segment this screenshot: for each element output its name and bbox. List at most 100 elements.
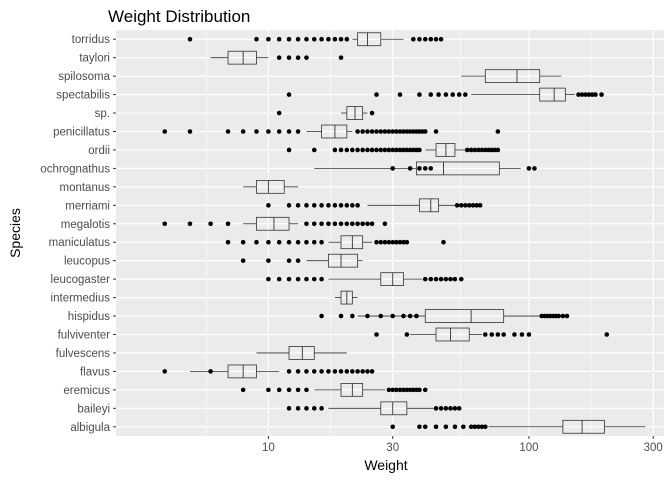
outlier-point	[295, 369, 301, 374]
outlier-point	[276, 239, 282, 245]
outlier-point	[443, 406, 449, 411]
y-tick-label: eremicus	[63, 385, 110, 397]
outlier-point	[526, 166, 532, 171]
x-axis: 10 30 100 300	[262, 436, 663, 454]
outlier-point	[360, 129, 365, 134]
outlier-point	[486, 147, 491, 153]
outlier-point	[382, 129, 388, 134]
outlier-point	[579, 92, 585, 97]
outlier-point	[390, 147, 396, 153]
y-tick-label: leucopus	[64, 256, 110, 268]
outlier-point	[501, 332, 506, 337]
box-flavus	[227, 364, 257, 379]
outlier-point	[452, 406, 458, 411]
outlier-point	[417, 387, 422, 393]
outlier-point	[266, 36, 271, 42]
outlier-point	[365, 313, 370, 319]
outlier-point	[438, 406, 444, 411]
outlier-point	[382, 147, 388, 153]
outlier-point	[438, 36, 444, 42]
outlier-point	[394, 387, 399, 393]
outlier-point	[344, 36, 350, 42]
outlier-point	[407, 166, 413, 171]
box-spectabilis	[539, 87, 566, 102]
outlier-point	[326, 221, 331, 227]
outlier-point	[338, 203, 344, 208]
outlier-point	[266, 276, 271, 282]
outlier-point	[286, 258, 292, 263]
outlier-point	[319, 313, 324, 319]
outlier-point	[304, 36, 309, 42]
outlier-point	[404, 239, 410, 245]
y-tick-label: fulvescens	[56, 348, 111, 360]
outlier-point	[397, 239, 403, 245]
outlier-point	[311, 369, 317, 374]
outlier-point	[254, 239, 259, 245]
outlier-point	[374, 129, 379, 134]
outlier-point	[355, 203, 360, 208]
outlier-point	[319, 406, 324, 411]
x-tick-label: 10	[262, 442, 275, 454]
outlier-point	[369, 221, 375, 227]
outlier-point	[355, 129, 360, 134]
outlier-point	[386, 387, 392, 393]
outlier-point	[344, 221, 350, 227]
x-axis-title: Weight	[364, 457, 407, 473]
outlier-point	[382, 221, 388, 227]
outlier-point	[482, 424, 488, 430]
outlier-point	[295, 276, 301, 282]
box-taylori	[227, 50, 257, 65]
outlier-point	[433, 129, 439, 134]
outlier-point	[417, 36, 422, 42]
outlier-point	[286, 276, 292, 282]
outlier-point	[556, 313, 561, 319]
outlier-point	[438, 276, 444, 282]
outlier-point	[456, 406, 462, 411]
outlier-point	[350, 147, 355, 153]
outlier-point	[397, 129, 403, 134]
outlier-point	[482, 332, 488, 337]
outlier-point	[441, 239, 446, 245]
outlier-point	[344, 369, 350, 374]
outlier-point	[365, 147, 370, 153]
y-tick-label: fulviventer	[58, 330, 111, 342]
plot-marks	[162, 32, 646, 434]
outlier-point	[417, 147, 422, 153]
box-eremicus	[340, 383, 364, 397]
outlier-point	[326, 369, 331, 374]
outlier-point	[428, 276, 434, 282]
outlier-point	[240, 387, 246, 393]
outlier-point	[286, 387, 292, 393]
outlier-point	[338, 36, 344, 42]
y-tick-label: flavus	[80, 366, 110, 378]
outlier-point	[240, 258, 246, 263]
y-axis: torridus taylori spilosoma spectabilis sp. pe…	[40, 34, 116, 434]
outlier-point	[482, 147, 488, 153]
outlier-point	[369, 147, 375, 153]
outlier-point	[604, 332, 610, 337]
chart-title: Weight Distribution	[108, 7, 250, 26]
y-tick-label: spectabilis	[56, 90, 110, 102]
outlier-point	[436, 92, 441, 97]
outlier-point	[394, 147, 399, 153]
outlier-point	[394, 129, 399, 134]
outlier-point	[404, 387, 410, 393]
outlier-point	[365, 369, 370, 374]
outlier-point	[495, 147, 501, 153]
outlier-point	[489, 332, 495, 337]
outlier-point	[593, 92, 598, 97]
outlier-point	[187, 221, 193, 227]
outlier-point	[162, 369, 168, 374]
outlier-point	[286, 55, 292, 60]
outlier-point	[338, 313, 344, 319]
outlier-point	[443, 92, 449, 97]
outlier-point	[586, 92, 592, 97]
outlier-point	[374, 92, 379, 97]
outlier-point	[365, 129, 370, 134]
outlier-point	[162, 221, 168, 227]
outlier-point	[519, 332, 525, 337]
x-tick-label: 30	[386, 442, 399, 454]
outlier-point	[466, 203, 472, 208]
outlier-point	[417, 166, 422, 171]
box-spilosoma	[484, 69, 541, 83]
